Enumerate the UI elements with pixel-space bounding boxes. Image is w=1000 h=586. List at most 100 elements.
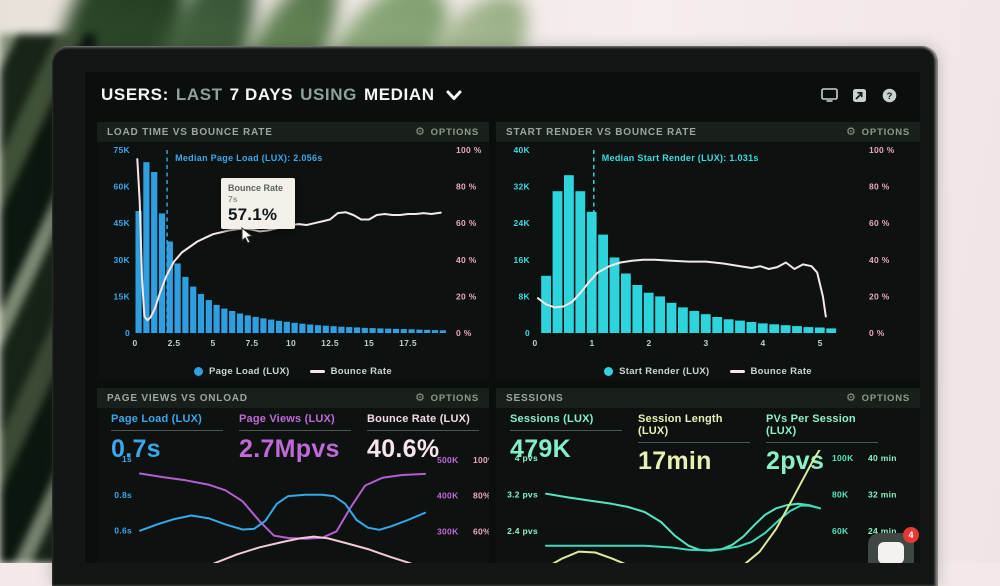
panel-title: START RENDER VS BOUNCE RATE — [506, 126, 697, 138]
svg-text:32 min: 32 min — [868, 490, 897, 500]
legend-label: Bounce Rate — [750, 366, 812, 377]
legend-item[interactable]: Start Render (LUX) — [604, 366, 709, 377]
svg-text:2.4 pvs: 2.4 pvs — [507, 526, 538, 536]
legend-item[interactable]: Bounce Rate — [309, 366, 392, 377]
svg-text:5: 5 — [818, 338, 823, 348]
panel-header: SESSIONS ⚙ OPTIONS — [496, 388, 920, 408]
svg-text:10: 10 — [286, 338, 296, 348]
legend-line-swatch — [309, 370, 325, 373]
legend-dot-swatch — [604, 367, 614, 376]
svg-text:0: 0 — [525, 328, 530, 338]
svg-text:60%: 60% — [473, 526, 489, 536]
svg-text:12.5: 12.5 — [321, 338, 339, 348]
svg-text:100 %: 100 % — [869, 145, 895, 155]
dashboard-header: USERS: LAST 7 DAYS USING MEDIAN ? — [85, 72, 920, 118]
svg-text:80 %: 80 % — [456, 182, 477, 192]
svg-text:32K: 32K — [514, 182, 531, 192]
options-button[interactable]: ⚙ OPTIONS — [845, 125, 910, 138]
svg-text:17.5: 17.5 — [399, 338, 417, 348]
panel-sessions: SESSIONS ⚙ OPTIONS Sessions (LUX) 479K S… — [496, 388, 920, 563]
svg-text:2.5: 2.5 — [168, 338, 181, 348]
svg-text:80%: 80% — [473, 491, 489, 501]
svg-text:40 min: 40 min — [868, 453, 897, 463]
chart-tooltip: Bounce Rate 7s 57.1% — [221, 178, 295, 244]
panel-title: LOAD TIME VS BOUNCE RATE — [107, 126, 273, 138]
svg-text:16K: 16K — [514, 255, 531, 265]
options-button[interactable]: ⚙ OPTIONS — [414, 391, 479, 404]
svg-text:?: ? — [886, 91, 892, 102]
panel-start-render-vs-bounce-rate: START RENDER VS BOUNCE RATE ⚙ OPTIONS 0 8… — [496, 122, 920, 380]
share-export-icon[interactable] — [850, 87, 868, 103]
metric-row: Page Load (LUX) 0.7s Page Views (LUX) 2.… — [97, 408, 489, 470]
svg-text:8K: 8K — [519, 291, 531, 301]
start-render-chart[interactable]: 0 8K 16K 24K 32K 40K 0 % 20 % 40 % 60 % 80 % 100 % 0… — [496, 142, 920, 356]
header-actions: ? — [820, 87, 898, 103]
options-button[interactable]: ⚙ OPTIONS — [845, 391, 910, 404]
page-views-onload-chart[interactable]: 1s 0.8s 0.6s 500K 100% 400K 80% 300K 60% — [97, 450, 489, 563]
dashboard-screen: USERS: LAST 7 DAYS USING MEDIAN ? — [85, 72, 920, 563]
svg-text:500K: 500K — [437, 455, 459, 465]
legend-dot-swatch — [194, 367, 204, 376]
load-time-chart[interactable]: 0 15K 30K 45K 60K 75K 0 % 20 % 40 % 60 % 80 % 100 %… — [97, 142, 489, 356]
users-filter-dropdown[interactable]: USERS: LAST 7 DAYS USING MEDIAN — [101, 85, 462, 105]
legend-line-swatch — [729, 370, 745, 373]
metric-page-load: Page Load (LUX) 0.7s — [111, 413, 229, 464]
svg-text:40 %: 40 % — [456, 255, 477, 265]
svg-text:5: 5 — [210, 338, 215, 348]
legend-item[interactable]: Page Load (LUX) — [194, 366, 290, 377]
title-using: USING — [300, 85, 357, 104]
svg-text:0.8s: 0.8s — [114, 490, 132, 500]
legend-label: Start Render (LUX) — [619, 366, 710, 377]
svg-text:100 %: 100 % — [456, 145, 482, 155]
metric-pvs-per-session: PVs Per Session (LUX) 2pvs — [766, 413, 884, 476]
svg-text:4: 4 — [761, 338, 766, 348]
panel-page-views-vs-onload: PAGE VIEWS VS ONLOAD ⚙ OPTIONS Page Load… — [97, 388, 489, 563]
svg-text:24K: 24K — [514, 218, 531, 228]
metric-sessions: Sessions (LUX) 479K — [510, 413, 628, 464]
metric-session-length: Session Length (LUX) 17min — [638, 413, 756, 476]
chat-bubble-icon — [878, 542, 904, 563]
title-7days: 7 DAYS — [229, 85, 294, 104]
svg-text:0.6s: 0.6s — [114, 526, 132, 536]
chat-widget-button[interactable]: 4 — [868, 527, 919, 563]
laptop: USERS: LAST 7 DAYS USING MEDIAN ? — [52, 46, 938, 586]
sessions-chart[interactable]: 4 pvs 3.2 pvs 2.4 pvs 100K 40 min 80K 32 min 60… — [496, 450, 920, 563]
panel-header: START RENDER VS BOUNCE RATE ⚙ OPTIONS — [496, 122, 920, 142]
title-users: USERS: — [101, 85, 169, 104]
panel-load-time-vs-bounce-rate: LOAD TIME VS BOUNCE RATE ⚙ OPTIONS 0 15K 3… — [97, 122, 489, 380]
svg-text:100%: 100% — [473, 455, 489, 465]
svg-text:4 pvs: 4 pvs — [515, 453, 538, 463]
svg-text:2: 2 — [647, 338, 652, 348]
svg-text:3: 3 — [704, 338, 709, 348]
help-icon[interactable]: ? — [880, 87, 898, 103]
options-button[interactable]: ⚙ OPTIONS — [414, 125, 479, 138]
svg-text:0 %: 0 % — [456, 328, 472, 338]
panel-title: PAGE VIEWS VS ONLOAD — [107, 392, 248, 404]
legend-item[interactable]: Bounce Rate — [729, 366, 812, 377]
panel-header: PAGE VIEWS VS ONLOAD ⚙ OPTIONS — [97, 388, 489, 408]
svg-text:3.2 pvs: 3.2 pvs — [507, 490, 538, 500]
cursor-icon — [241, 227, 254, 244]
panel-title: SESSIONS — [506, 392, 564, 404]
metric-page-views: Page Views (LUX) 2.7Mpvs — [239, 413, 357, 464]
svg-text:60 %: 60 % — [456, 218, 477, 228]
svg-text:60 %: 60 % — [869, 218, 890, 228]
svg-text:24 min: 24 min — [868, 526, 897, 536]
svg-text:60K: 60K — [832, 526, 849, 536]
svg-text:20 %: 20 % — [456, 291, 477, 301]
svg-text:80K: 80K — [832, 490, 849, 500]
svg-text:45K: 45K — [114, 218, 131, 228]
svg-text:40K: 40K — [514, 145, 531, 155]
svg-text:60K: 60K — [114, 182, 131, 192]
gear-icon: ⚙ — [414, 125, 426, 138]
display-icon[interactable] — [820, 87, 838, 103]
chevron-down-icon — [446, 90, 462, 100]
svg-text:0: 0 — [532, 338, 537, 348]
svg-text:0: 0 — [125, 328, 130, 338]
gear-icon: ⚙ — [845, 391, 857, 404]
title-median: MEDIAN — [363, 85, 435, 104]
svg-text:Median Page Load (LUX): 2.056s: Median Page Load (LUX): 2.056s — [175, 153, 323, 163]
chart-legend: Start Render (LUX) Bounce Rate — [496, 366, 920, 377]
title-last: LAST — [175, 85, 223, 104]
svg-text:400K: 400K — [437, 491, 459, 501]
